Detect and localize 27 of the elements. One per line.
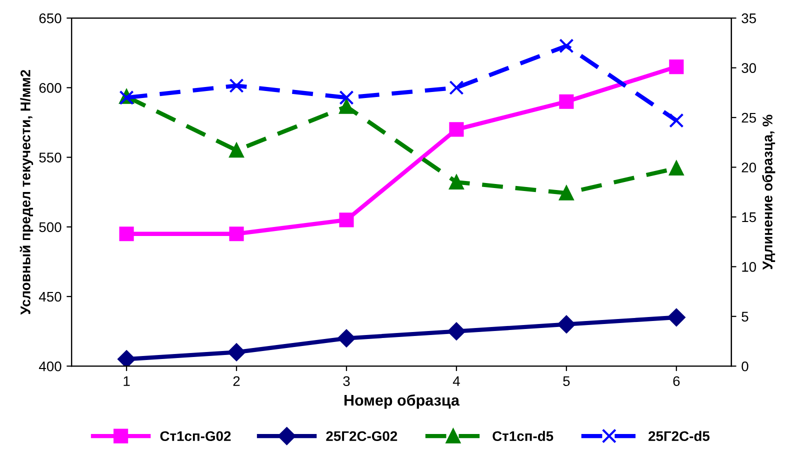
- x-tick-label: 5: [563, 376, 570, 386]
- x-tick-label: 3: [343, 376, 350, 386]
- y-tick-label: 500: [39, 222, 62, 232]
- x-axis-title: Номер образца: [344, 394, 460, 409]
- legend-label: Ст1сп-G02: [160, 431, 231, 442]
- y2-tick-label: 20: [742, 162, 756, 172]
- y-tick-label: 650: [39, 13, 62, 24]
- y2-tick-label: 0: [742, 361, 748, 372]
- y-tick-label: 450: [38, 292, 62, 302]
- y-tick-label: 400: [38, 361, 62, 372]
- y-tick-label: 550: [39, 152, 62, 162]
- y-axis-title: Условный предел текучести, Н/мм2: [20, 70, 34, 315]
- y2-tick-label: 5: [742, 312, 748, 322]
- x-tick-label: 1: [124, 376, 130, 386]
- y2-tick-label: 35: [742, 13, 756, 24]
- y2-tick-label: 15: [742, 212, 756, 222]
- legend-label: 25Г2С-G02: [326, 431, 398, 442]
- y2-tick-label: 30: [742, 63, 756, 73]
- x-tick-label: 2: [233, 376, 240, 386]
- y2-axis-title: Удлинение образца, %: [762, 114, 776, 270]
- x-tick-label: 6: [673, 376, 680, 386]
- y-tick-label: 600: [39, 83, 62, 93]
- x-tick-label: 4: [452, 376, 460, 386]
- legend-label: Ст1сп-d5: [492, 430, 554, 442]
- y2-tick-label: 10: [742, 262, 756, 272]
- y2-tick-label: 25: [742, 112, 756, 123]
- legend-label: 25Г2С-d5: [648, 430, 710, 442]
